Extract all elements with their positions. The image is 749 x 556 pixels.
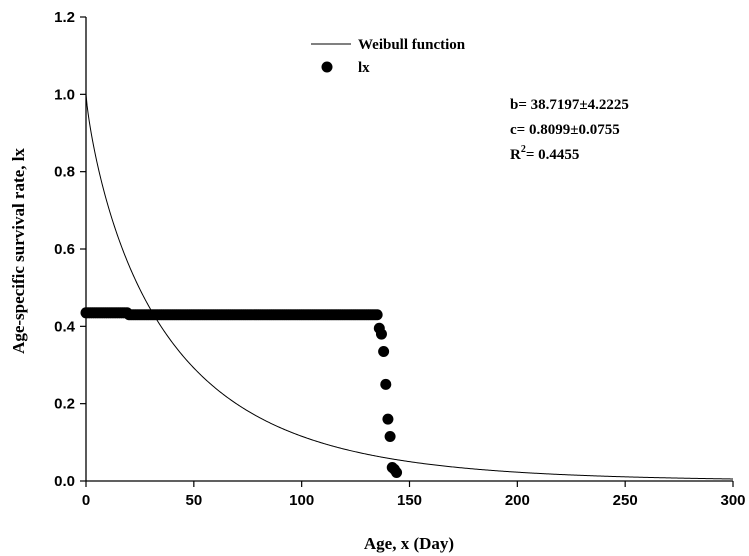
lx-point xyxy=(391,466,403,478)
legend: Weibull function lx xyxy=(311,37,466,76)
parameter-annotations: b= 38.7197±4.2225 c= 0.8099±0.0755 R2= 0… xyxy=(510,97,629,163)
x-axis-title: Age, x (Day) xyxy=(364,534,454,553)
y-ticks: 0.0 0.2 0.4 0.6 0.8 1.0 1.2 xyxy=(54,9,86,490)
annotation-r2-exponent: 2 xyxy=(521,144,526,155)
y-tick-label: 0.0 xyxy=(54,473,75,490)
x-tick-label: 300 xyxy=(720,492,745,509)
x-tick-label: 200 xyxy=(505,492,530,509)
legend-label-lx: lx xyxy=(358,60,370,76)
legend-marker-lx xyxy=(321,61,333,73)
y-tick-label: 1.0 xyxy=(54,86,75,103)
lx-point xyxy=(378,345,390,357)
x-ticks: 0 50 100 150 200 250 300 xyxy=(82,481,746,509)
annotation-r2-value: = 0.4455 xyxy=(526,147,580,163)
annotation-c: c= 0.8099±0.0755 xyxy=(510,122,620,138)
annotation-r2-symbol: R xyxy=(510,147,521,163)
lx-point xyxy=(382,413,394,425)
lx-point xyxy=(384,431,396,443)
y-axis-title: Age-specific survival rate, lx xyxy=(9,148,28,354)
x-tick-label: 100 xyxy=(289,492,314,509)
y-tick-label: 0.4 xyxy=(54,318,76,335)
x-tick-label: 250 xyxy=(613,492,638,509)
y-tick-label: 0.2 xyxy=(54,396,75,413)
lx-series xyxy=(80,307,403,478)
lx-point xyxy=(380,378,392,390)
weibull-series xyxy=(85,94,734,480)
annotation-b: b= 38.7197±4.2225 xyxy=(510,97,629,113)
lx-point xyxy=(371,309,383,321)
legend-label-weibull: Weibull function xyxy=(358,37,466,53)
weibull-curve xyxy=(85,94,734,480)
x-tick-label: 50 xyxy=(185,492,202,509)
lx-point xyxy=(375,328,387,340)
y-tick-label: 0.8 xyxy=(54,164,75,181)
x-tick-label: 150 xyxy=(397,492,422,509)
plot-area xyxy=(85,17,733,482)
annotation-r2: R2= 0.4455 xyxy=(510,144,579,163)
x-tick-label: 0 xyxy=(82,492,90,509)
y-tick-label: 0.6 xyxy=(54,241,75,258)
y-tick-label: 1.2 xyxy=(54,9,75,26)
